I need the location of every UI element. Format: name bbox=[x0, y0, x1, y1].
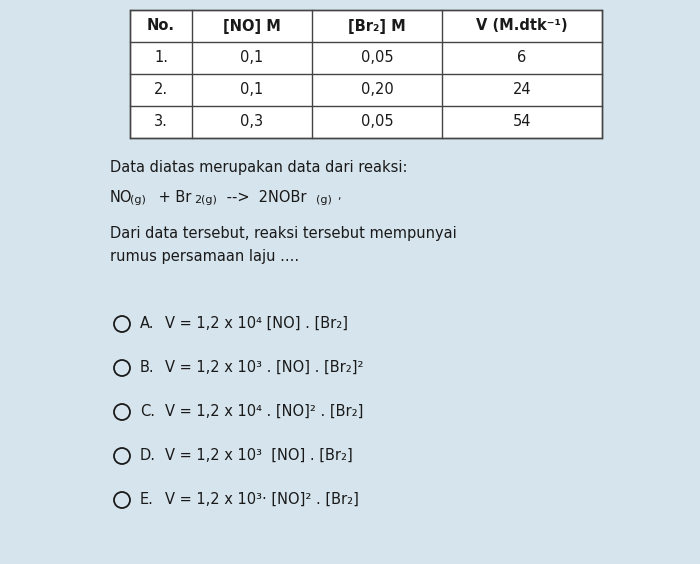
Text: E.: E. bbox=[140, 492, 154, 507]
Bar bbox=[130, 10, 602, 138]
Text: C.: C. bbox=[140, 404, 155, 419]
Text: 54: 54 bbox=[512, 114, 531, 130]
Text: 2: 2 bbox=[194, 195, 201, 205]
Text: V = 1,2 x 10³ . [NO] . [Br₂]²: V = 1,2 x 10³ . [NO] . [Br₂]² bbox=[165, 360, 363, 375]
Text: 24: 24 bbox=[512, 82, 531, 98]
Text: ,: , bbox=[337, 191, 340, 201]
Text: (g): (g) bbox=[316, 195, 332, 205]
Text: 0,05: 0,05 bbox=[360, 114, 393, 130]
Text: + Br: + Br bbox=[154, 190, 191, 205]
Text: 0,05: 0,05 bbox=[360, 51, 393, 65]
Text: D.: D. bbox=[140, 448, 156, 463]
Text: No.: No. bbox=[147, 19, 175, 33]
Text: 3.: 3. bbox=[154, 114, 168, 130]
Text: 2.: 2. bbox=[154, 82, 168, 98]
Text: V = 1,2 x 10³  [NO] . [Br₂]: V = 1,2 x 10³ [NO] . [Br₂] bbox=[165, 448, 353, 463]
Text: 0,1: 0,1 bbox=[240, 51, 264, 65]
Text: 0,3: 0,3 bbox=[240, 114, 264, 130]
Text: (g): (g) bbox=[201, 195, 217, 205]
Text: V = 1,2 x 10³· [NO]² . [Br₂]: V = 1,2 x 10³· [NO]² . [Br₂] bbox=[165, 492, 359, 507]
Text: B.: B. bbox=[140, 360, 155, 375]
Text: [NO] M: [NO] M bbox=[223, 19, 281, 33]
Text: Data diatas merupakan data dari reaksi:: Data diatas merupakan data dari reaksi: bbox=[110, 160, 407, 175]
Text: V = 1,2 x 10⁴ [NO] . [Br₂]: V = 1,2 x 10⁴ [NO] . [Br₂] bbox=[165, 316, 348, 331]
Text: 0,20: 0,20 bbox=[360, 82, 393, 98]
Text: (g): (g) bbox=[130, 195, 146, 205]
Text: 2NOBr: 2NOBr bbox=[254, 190, 307, 205]
Text: 0,1: 0,1 bbox=[240, 82, 264, 98]
Text: A.: A. bbox=[140, 316, 155, 331]
Text: V (M.dtk⁻¹): V (M.dtk⁻¹) bbox=[476, 19, 568, 33]
Text: 6: 6 bbox=[517, 51, 526, 65]
Text: 1.: 1. bbox=[154, 51, 168, 65]
Text: Dari data tersebut, reaksi tersebut mempunyai
rumus persamaan laju ....: Dari data tersebut, reaksi tersebut memp… bbox=[110, 226, 456, 264]
Text: [Br₂] M: [Br₂] M bbox=[348, 19, 406, 33]
Text: NO: NO bbox=[110, 190, 132, 205]
Text: V = 1,2 x 10⁴ . [NO]² . [Br₂]: V = 1,2 x 10⁴ . [NO]² . [Br₂] bbox=[165, 404, 363, 419]
Text: -->: --> bbox=[222, 190, 250, 205]
